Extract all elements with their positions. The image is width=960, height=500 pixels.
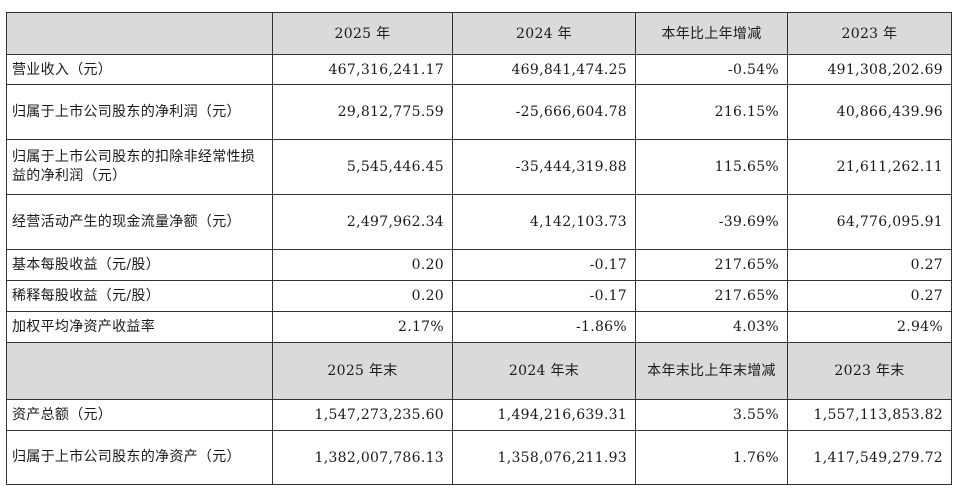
row-label: 归属于上市公司股东的扣除非经常性损益的净利润（元）: [6, 139, 273, 195]
value-2024: -1.86%: [452, 311, 636, 343]
header-cell-2023: 2023 年: [787, 12, 952, 55]
value-2023: 0.27: [787, 249, 952, 281]
row-label: 归属于上市公司股东的净资产（元）: [6, 430, 273, 485]
value-2024: -35,444,319.88: [452, 139, 636, 195]
header-cell-2025: 2025 年: [272, 12, 453, 55]
value-change: -39.69%: [635, 194, 788, 250]
value-change: 216.15%: [635, 84, 788, 140]
row-label: 加权平均净资产收益率: [6, 311, 273, 343]
row-label: 稀释每股收益（元/股）: [6, 280, 273, 312]
value-2025-end: 1,382,007,786.13: [272, 430, 453, 485]
table-row: 加权平均净资产收益率 2.17% -1.86% 4.03% 2.94%: [6, 311, 952, 343]
table-row: 归属于上市公司股东的净利润（元） 29,812,775.59 -25,666,6…: [6, 84, 952, 140]
value-2025: 0.20: [272, 249, 453, 281]
financial-summary-table: 2025 年 2024 年 本年比上年增减 2023 年 营业收入（元） 467…: [6, 12, 952, 485]
value-2025: 5,545,446.45: [272, 139, 453, 195]
header-cell-2024-end: 2024 年末: [452, 342, 636, 400]
value-2024: -0.17: [452, 280, 636, 312]
value-2025: 29,812,775.59: [272, 84, 453, 140]
value-change: 217.65%: [635, 249, 788, 281]
value-2024-end: 1,358,076,211.93: [452, 430, 636, 485]
table-row: 营业收入（元） 467,316,241.17 469,841,474.25 -0…: [6, 54, 952, 85]
value-2025-end: 1,547,273,235.60: [272, 399, 453, 431]
table-row: 归属于上市公司股东的净资产（元） 1,382,007,786.13 1,358,…: [6, 430, 952, 485]
value-2023-end: 1,557,113,853.82: [787, 399, 952, 431]
header-corner-cell: [6, 12, 273, 55]
header-cell-change: 本年比上年增减: [635, 12, 788, 55]
value-2024: -0.17: [452, 249, 636, 281]
table-header-row: 2025 年末 2024 年末 本年末比上年末增减 2023 年末: [6, 342, 952, 400]
value-2023: 0.27: [787, 280, 952, 312]
header-cell-2024: 2024 年: [452, 12, 636, 55]
value-change: 4.03%: [635, 311, 788, 343]
header-cell-2025-end: 2025 年末: [272, 342, 453, 400]
header-cell-change-end: 本年末比上年末增减: [635, 342, 788, 400]
value-2023: 64,776,095.91: [787, 194, 952, 250]
value-2023: 2.94%: [787, 311, 952, 343]
value-change: 115.65%: [635, 139, 788, 195]
value-change-end: 3.55%: [635, 399, 788, 431]
value-2024: 4,142,103.73: [452, 194, 636, 250]
value-2025: 2,497,962.34: [272, 194, 453, 250]
row-label: 归属于上市公司股东的净利润（元）: [6, 84, 273, 140]
table-row: 归属于上市公司股东的扣除非经常性损益的净利润（元） 5,545,446.45 -…: [6, 139, 952, 195]
value-2023-end: 1,417,549,279.72: [787, 430, 952, 485]
value-2025: 0.20: [272, 280, 453, 312]
table-row: 基本每股收益（元/股） 0.20 -0.17 217.65% 0.27: [6, 249, 952, 281]
table-header-row: 2025 年 2024 年 本年比上年增减 2023 年: [6, 12, 952, 55]
value-2024: -25,666,604.78: [452, 84, 636, 140]
value-2023: 21,611,262.11: [787, 139, 952, 195]
row-label: 资产总额（元）: [6, 399, 273, 431]
value-2025: 2.17%: [272, 311, 453, 343]
table-row: 稀释每股收益（元/股） 0.20 -0.17 217.65% 0.27: [6, 280, 952, 312]
value-2024-end: 1,494,216,639.31: [452, 399, 636, 431]
header-cell-2023-end: 2023 年末: [787, 342, 952, 400]
row-label: 经营活动产生的现金流量净额（元）: [6, 194, 273, 250]
header-corner-cell: [6, 342, 273, 400]
value-2023: 40,866,439.96: [787, 84, 952, 140]
table-row: 经营活动产生的现金流量净额（元） 2,497,962.34 4,142,103.…: [6, 194, 952, 250]
table-row: 资产总额（元） 1,547,273,235.60 1,494,216,639.3…: [6, 399, 952, 431]
value-change-end: 1.76%: [635, 430, 788, 485]
value-2024: 469,841,474.25: [452, 54, 636, 85]
value-2023: 491,308,202.69: [787, 54, 952, 85]
value-2025: 467,316,241.17: [272, 54, 453, 85]
value-change: -0.54%: [635, 54, 788, 85]
row-label: 营业收入（元）: [6, 54, 273, 85]
row-label: 基本每股收益（元/股）: [6, 249, 273, 281]
value-change: 217.65%: [635, 280, 788, 312]
